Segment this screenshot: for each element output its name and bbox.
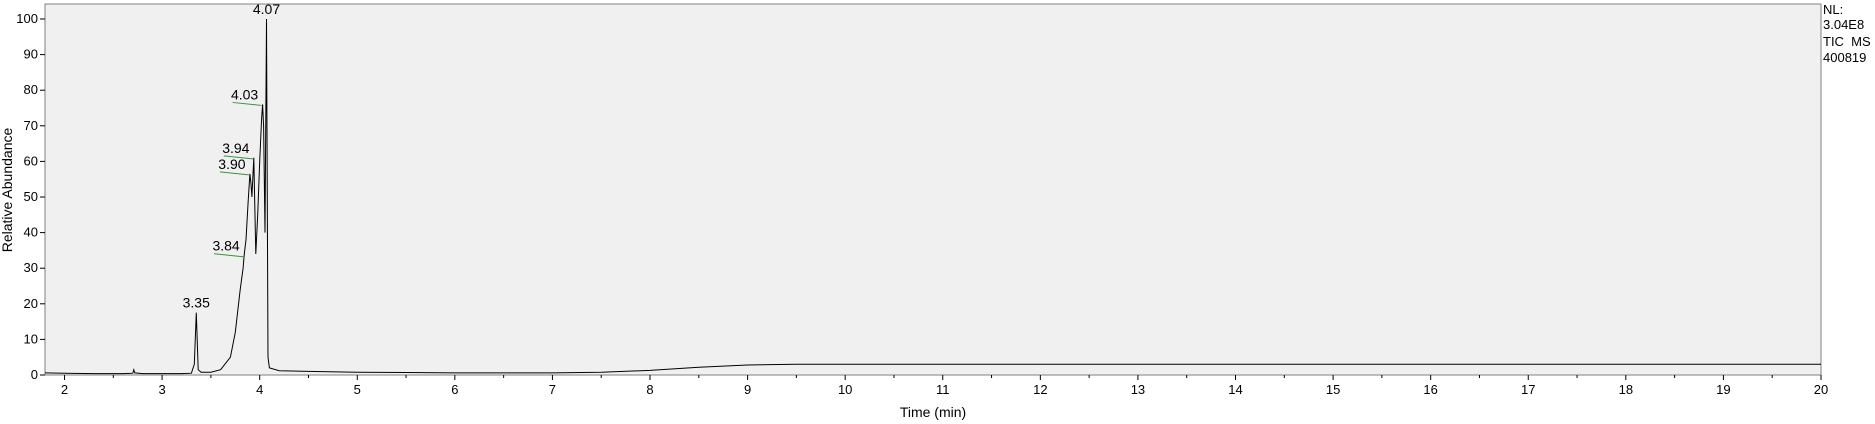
peak-leader (232, 101, 262, 106)
x-tick-label: 10 (838, 382, 852, 397)
scan-filter: TIC MS (1823, 34, 1871, 49)
x-tick-label: 3 (158, 382, 165, 397)
peak-label: 3.84 (212, 238, 239, 254)
y-tick-label: 80 (24, 82, 38, 97)
y-tick-label: 50 (24, 189, 38, 204)
x-tick-label: 5 (354, 382, 361, 397)
y-tick-label: 20 (24, 296, 38, 311)
x-tick-label: 20 (1814, 382, 1828, 397)
tic-trace (44, 18, 1821, 375)
x-axis-title: Time (min) (900, 404, 966, 420)
x-tick-label: 7 (549, 382, 556, 397)
x-axis: 2 3 4 5 6 7 8 9 10 11 12 13 14 15 16 17 18 19 20 (61, 375, 1828, 397)
peak-label: 3.94 (222, 140, 249, 156)
x-tick-label: 18 (1619, 382, 1633, 397)
peak-label: 3.35 (183, 295, 210, 311)
peak-labels: 3.35 3.84 3.903.94 4.03 4.07 (183, 1, 281, 311)
x-tick-label: 11 (936, 382, 950, 397)
y-tick-label: 0 (31, 367, 38, 382)
x-tick-label: 8 (646, 382, 653, 397)
y-tick-label: 40 (24, 225, 38, 240)
x-tick-label: 4 (256, 382, 263, 397)
x-tick-label: 9 (744, 382, 751, 397)
x-tick-label: 12 (1033, 382, 1047, 397)
x-tick-label: 6 (451, 382, 458, 397)
y-tick-label: 60 (24, 153, 38, 168)
y-tick-label: 10 (24, 331, 38, 346)
y-tick-label: 30 (24, 260, 38, 275)
peak-label: 3.90 (218, 156, 245, 172)
peak-label: 4.07 (253, 1, 280, 17)
y-tick-label: 90 (24, 47, 38, 62)
x-tick-label: 13 (1131, 382, 1145, 397)
peak-leader (214, 253, 244, 258)
x-tick-label: 14 (1228, 382, 1242, 397)
plot-area (44, 3, 1822, 376)
nl-value: 3.04E8 (1823, 17, 1864, 32)
x-tick-label: 16 (1423, 382, 1437, 397)
y-axis-title: Relative Abundance (0, 128, 15, 253)
sample-id: 400819 (1823, 50, 1866, 65)
y-tick-label: 100 (16, 11, 38, 26)
x-tick-label: 2 (61, 382, 68, 397)
peak-leader (219, 171, 249, 176)
x-tick-label: 19 (1716, 382, 1730, 397)
x-tick-label: 15 (1326, 382, 1340, 397)
peak-label: 4.03 (231, 86, 258, 102)
peak-leader (223, 155, 253, 160)
y-tick-label: 70 (24, 118, 38, 133)
y-axis: 0 10 20 30 40 50 60 70 80 90 100 (16, 11, 45, 382)
nl-label: NL: (1823, 2, 1843, 17)
x-tick-label: 17 (1521, 382, 1535, 397)
